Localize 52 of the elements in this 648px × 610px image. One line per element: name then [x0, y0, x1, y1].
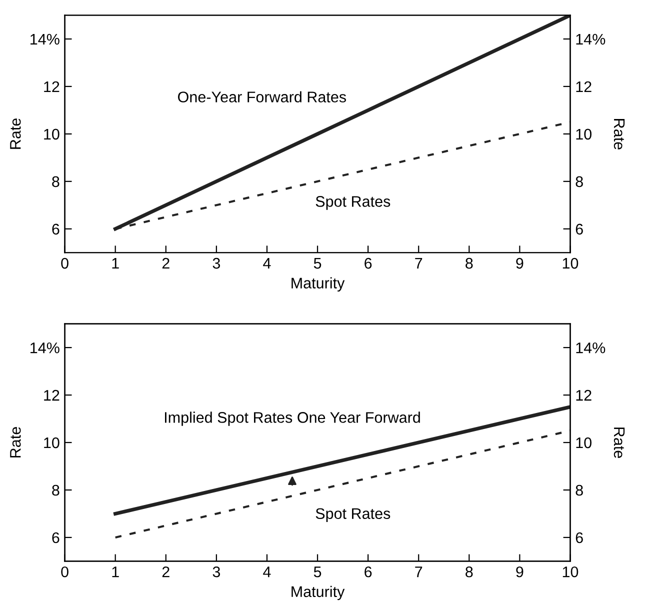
y2-tick-label: 14%: [576, 34, 606, 45]
x-tick-label: 8: [466, 258, 473, 269]
x-tick-label: 4: [263, 566, 271, 578]
annotation: Spot Rates: [316, 196, 390, 210]
x-axis-title: Maturity: [292, 277, 345, 292]
x-tick-label: 3: [212, 566, 220, 578]
y-tick-label: 14%: [30, 342, 60, 354]
x-tick-label: 1: [112, 566, 119, 578]
y-tick-label: 6: [52, 532, 60, 544]
y2-tick-label: 8: [576, 484, 583, 496]
y-axis-title: Rate: [10, 427, 21, 458]
x-tick-label: 4: [263, 258, 271, 269]
y2-tick-label: 10: [576, 128, 592, 140]
x-tick-label: 2: [162, 258, 170, 269]
y-tick-label: 8: [52, 484, 60, 496]
annotation: Implied Spot Rates One Year Forward: [165, 412, 420, 426]
x-tick-label: 5: [314, 258, 322, 269]
y2-tick-label: 12: [576, 81, 592, 92]
x-tick-label: 0: [61, 566, 68, 578]
x-tick-label: 10: [562, 258, 578, 269]
y2-tick-label: 6: [576, 532, 583, 544]
y-tick-label: 8: [52, 176, 60, 188]
x-tick-label: 9: [516, 258, 524, 269]
x-tick-label: 7: [415, 566, 422, 578]
y-tick-label: 6: [52, 224, 60, 235]
y2-tick-label: 14%: [576, 342, 606, 354]
x-tick-label: 6: [364, 566, 372, 578]
y2-tick-label: 6: [576, 224, 583, 235]
y-tick-label: 12: [44, 390, 60, 401]
y2-tick-label: 8: [576, 176, 583, 188]
x-axis-title: Maturity: [292, 586, 345, 600]
annotation: Spot Rates: [316, 508, 390, 522]
y2-tick-label: 12: [576, 390, 592, 401]
y-tick-label: 14%: [30, 34, 60, 45]
x-tick-label: 8: [466, 566, 473, 578]
x-tick-label: 10: [562, 566, 578, 578]
x-tick-label: 5: [314, 566, 322, 578]
x-tick-label: 6: [364, 258, 372, 269]
y-axis-title: Rate: [10, 118, 21, 149]
annotation: One-Year Forward Rates: [178, 91, 346, 102]
y-tick-label: 10: [44, 128, 60, 140]
y2-axis-title: Rate: [614, 119, 625, 150]
x-tick-label: 9: [516, 566, 524, 578]
x-tick-label: 2: [162, 566, 170, 578]
y2-axis-title: Rate: [614, 428, 625, 458]
y2-tick-label: 10: [576, 437, 592, 448]
x-tick-label: 3: [212, 258, 220, 269]
x-tick-label: 1: [112, 258, 119, 269]
y-tick-label: 10: [44, 437, 60, 448]
x-tick-label: 0: [61, 258, 68, 269]
y-tick-label: 12: [44, 81, 60, 92]
x-tick-label: 7: [415, 258, 422, 269]
